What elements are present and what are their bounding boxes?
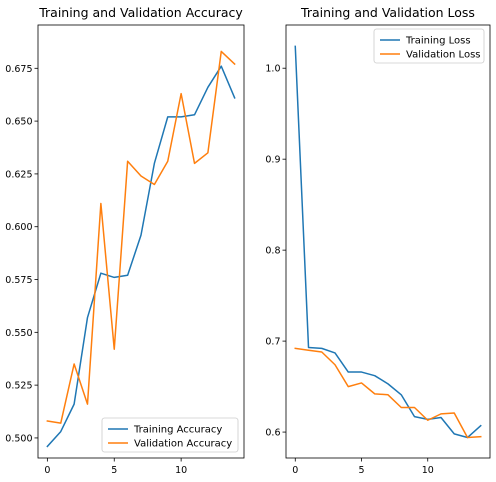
accuracy-series-line-validation-accuracy: [46, 50, 236, 424]
accuracy-chart-title: Training and Validation Accuracy: [38, 5, 243, 20]
accuracy-y-tick-label: 0.600: [5, 222, 32, 233]
loss-legend-box: [373, 28, 485, 64]
accuracy-x-tick-label: 5: [111, 465, 117, 476]
loss-series-line-training-loss: [294, 45, 482, 439]
loss-x-tick-label: 10: [422, 465, 434, 476]
accuracy-legend: Training Accuracy Validation Accuracy: [101, 417, 239, 453]
accuracy-axes-frame: [37, 24, 245, 459]
accuracy-y-tick-label: 0.575: [5, 275, 32, 286]
accuracy-x-tick-label: 0: [44, 465, 50, 476]
accuracy-y-tick-label: 0.675: [5, 64, 32, 75]
loss-legend-label: Validation Loss: [406, 50, 481, 61]
accuracy-y-tick-label: 0.550: [5, 328, 32, 339]
loss-axes-frame: [285, 24, 491, 459]
accuracy-legend-box: [101, 417, 239, 453]
accuracy-y-tick-label: 0.500: [5, 433, 32, 444]
loss-y-tick-label: 0.7: [265, 337, 280, 348]
accuracy-series-line-training-accuracy: [46, 65, 236, 448]
loss-x-tick-label: 0: [292, 465, 298, 476]
loss-chart-title: Training and Validation Loss: [300, 5, 475, 20]
accuracy-y-tick-label: 0.650: [5, 117, 32, 128]
accuracy-x-tick-label: 10: [175, 465, 187, 476]
loss-y-tick-label: 1.0: [265, 64, 280, 75]
loss-chart: Training and Validation Loss 0 5 10 0.6 0.7 0.…: [265, 5, 491, 476]
loss-y-tick-label: 0.6: [265, 428, 280, 439]
accuracy-y-tick-label: 0.625: [5, 169, 32, 180]
loss-legend: Training Loss Validation Loss: [373, 28, 485, 64]
loss-y-tick-label: 0.9: [265, 155, 280, 166]
loss-y-tick-label: 0.8: [265, 246, 280, 257]
accuracy-legend-label: Validation Accuracy: [134, 439, 232, 450]
loss-series-line-validation-loss: [294, 347, 482, 439]
accuracy-y-tick-label: 0.525: [5, 381, 32, 392]
accuracy-legend-label: Training Accuracy: [133, 425, 222, 436]
accuracy-chart: Training and Validation Accuracy 0 5 10 0.50…: [5, 5, 245, 476]
loss-legend-label: Training Loss: [405, 36, 471, 47]
loss-x-tick-label: 5: [358, 465, 364, 476]
